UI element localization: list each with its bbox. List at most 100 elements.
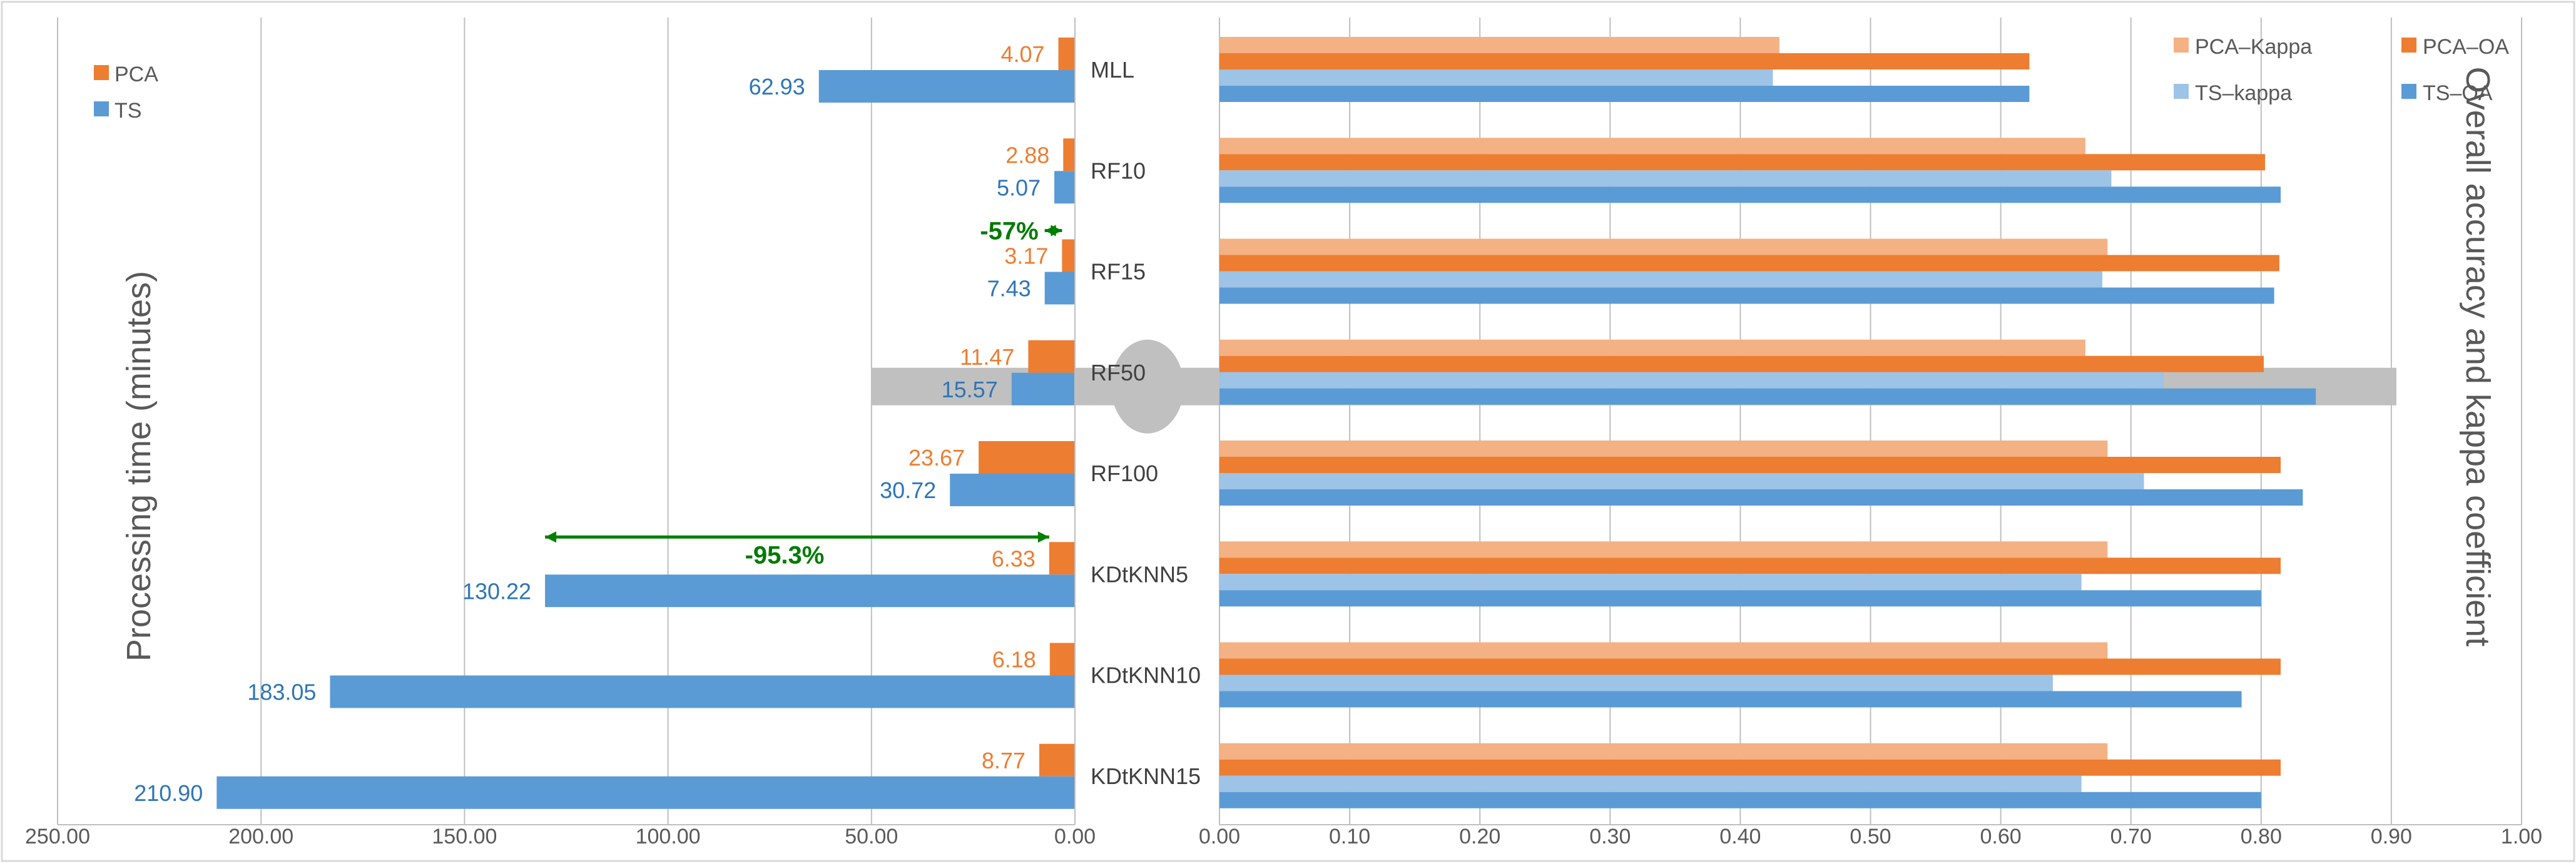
right-tick-label: 0.00 (1199, 825, 1240, 848)
value-labels: 4.07 62.93 2.88 5.07 3.17 7.43 11.47 15.57 23.67… (134, 41, 1049, 806)
bar-pca-oa-kdtknn15 (1219, 759, 2281, 776)
highlight-band-ellipse (1111, 339, 1184, 434)
left-tick-label: 0.00 (1054, 825, 1096, 848)
value-label-ts-rf50: 15.57 (942, 377, 998, 402)
bar-pca-oa-rf50 (1219, 355, 2264, 372)
bar-pca-rf50 (1028, 340, 1075, 373)
left-tick-label: 100.00 (636, 825, 701, 848)
right-x-axis: 0.00 0.10 0.20 0.30 0.40 0.50 0.60 0.70 0.80 0.90… (1199, 824, 2542, 848)
annotation-text-1: -57% (980, 218, 1038, 245)
value-label-pca-kdtknn5: 6.33 (992, 546, 1036, 571)
bar-ts-oa-rf15 (1219, 287, 2274, 304)
value-label-ts-kdtknn10: 183.05 (247, 680, 316, 705)
bar-pca-kdtknn10 (1049, 643, 1075, 676)
left-tick-label: 150.00 (432, 825, 497, 848)
bar-ts-kdtknn10 (330, 675, 1075, 708)
bar-ts-kappa-rf100 (1219, 473, 2144, 489)
bar-pca-kdtknn15 (1039, 743, 1075, 777)
legend-swatch-pca-oa (2401, 38, 2416, 53)
category-label-rf50: RF50 (1091, 360, 1146, 385)
bar-pca-oa-rf100 (1219, 457, 2281, 473)
bar-ts-oa-kdtknn15 (1219, 792, 2261, 808)
bar-ts-kdtknn5 (545, 574, 1075, 608)
value-label-pca-rf50: 11.47 (960, 344, 1014, 370)
legend-label-pca-kappa: PCA–Kappa (2195, 35, 2312, 59)
right-tick-label: 0.10 (1329, 825, 1370, 848)
bar-pca-kappa-mll (1219, 37, 1779, 53)
bar-pca-kdtknn5 (1049, 542, 1075, 575)
value-label-ts-mll: 62.93 (749, 74, 805, 99)
accuracy-bars (1219, 37, 2316, 808)
legend-label-ts-kappa: TS–kappa (2195, 81, 2292, 105)
category-label-kdtknn15: KDtKNN15 (1091, 763, 1201, 789)
processing-time-bars (216, 38, 1075, 809)
bar-ts-oa-kdtknn5 (1219, 590, 2261, 607)
value-label-ts-rf100: 30.72 (880, 477, 936, 503)
bar-ts-rf50 (1011, 372, 1075, 405)
category-label-mll: MLL (1091, 57, 1134, 83)
bar-pca-oa-rf10 (1219, 154, 2266, 171)
bar-pca-kappa-rf50 (1219, 339, 2085, 356)
bar-ts-kappa-mll (1219, 69, 1773, 86)
bar-ts-kappa-rf10 (1219, 170, 2112, 187)
bar-ts-oa-rf50 (1219, 388, 2316, 405)
value-label-pca-kdtknn15: 8.77 (982, 748, 1026, 773)
category-label-kdtknn10: KDtKNN10 (1091, 663, 1201, 688)
bar-ts-kappa-kdtknn15 (1219, 775, 2082, 792)
bar-ts-rf10 (1054, 171, 1075, 204)
annotation-arrow-2-head-right (1037, 531, 1049, 543)
bar-pca-oa-rf15 (1219, 255, 2279, 272)
bar-pca-mll (1058, 38, 1075, 70)
legend-label-pca-oa: PCA–OA (2423, 35, 2509, 59)
right-tick-label: 0.60 (1980, 825, 2022, 848)
legend-swatch-pca (94, 65, 109, 80)
bar-pca-oa-mll (1219, 53, 2030, 69)
legend-label-pca: PCA (115, 63, 158, 86)
right-tick-label: 1.00 (2501, 825, 2542, 848)
bar-pca-oa-kdtknn5 (1219, 558, 2281, 574)
right-tick-label: 0.20 (1459, 825, 1500, 848)
bar-pca-kappa-kdtknn10 (1219, 642, 2108, 659)
right-tick-label: 0.90 (2371, 825, 2412, 848)
bar-ts-kappa-rf15 (1219, 271, 2102, 288)
annotations: -57% -95.3% (545, 218, 1062, 569)
bar-ts-mll (818, 70, 1075, 103)
left-tick-label: 50.00 (845, 825, 898, 848)
bar-pca-rf10 (1063, 138, 1075, 171)
bar-pca-kappa-rf15 (1219, 238, 2108, 255)
bar-ts-rf100 (950, 474, 1075, 506)
left-tick-label: 200.00 (228, 825, 293, 848)
bar-ts-rf15 (1044, 272, 1075, 305)
right-tick-label: 0.50 (1850, 825, 1891, 848)
annotation-arrow-2-head-left (545, 531, 557, 543)
bar-ts-kappa-kdtknn10 (1219, 675, 2053, 691)
value-label-pca-kdtknn10: 6.18 (992, 647, 1036, 673)
category-label-rf10: RF10 (1091, 158, 1146, 183)
legend-swatch-ts (94, 101, 109, 116)
legend-left: PCA TS (94, 63, 158, 123)
left-x-axis: 250.00 200.00 150.00 100.00 50.00 0.00 (25, 18, 1096, 848)
left-axis-title: Processing time (minutes) (120, 271, 158, 661)
category-label-kdtknn5: KDtKNN5 (1091, 561, 1188, 587)
value-label-pca-rf10: 2.88 (1005, 142, 1049, 168)
bar-pca-kappa-kdtknn15 (1219, 743, 2108, 760)
value-label-pca-rf100: 23.67 (909, 445, 965, 471)
bar-pca-kappa-kdtknn5 (1219, 541, 2108, 558)
category-labels: MLL RF10 RF15 RF50 RF100 KDtKNN5 KDtKNN10 KDtKN… (1091, 57, 1201, 789)
value-label-ts-rf15: 7.43 (987, 276, 1031, 302)
bar-ts-oa-kdtknn10 (1219, 691, 2242, 708)
right-axis-title: Overall accuracy and kappa coefficient (2459, 67, 2497, 647)
bar-pca-kappa-rf10 (1219, 138, 2085, 155)
value-label-pca-mll: 4.07 (1000, 41, 1044, 67)
legend-swatch-ts-oa (2401, 84, 2416, 99)
legend-label-ts: TS (115, 99, 141, 123)
legend-swatch-pca-kappa (2174, 38, 2189, 53)
value-label-ts-kdtknn5: 130.22 (462, 578, 531, 604)
value-label-ts-kdtknn15: 210.90 (134, 780, 203, 806)
right-tick-label: 0.70 (2110, 825, 2152, 848)
bar-ts-oa-mll (1219, 86, 2030, 102)
category-label-rf100: RF100 (1091, 461, 1158, 486)
bar-pca-rf15 (1062, 239, 1075, 272)
